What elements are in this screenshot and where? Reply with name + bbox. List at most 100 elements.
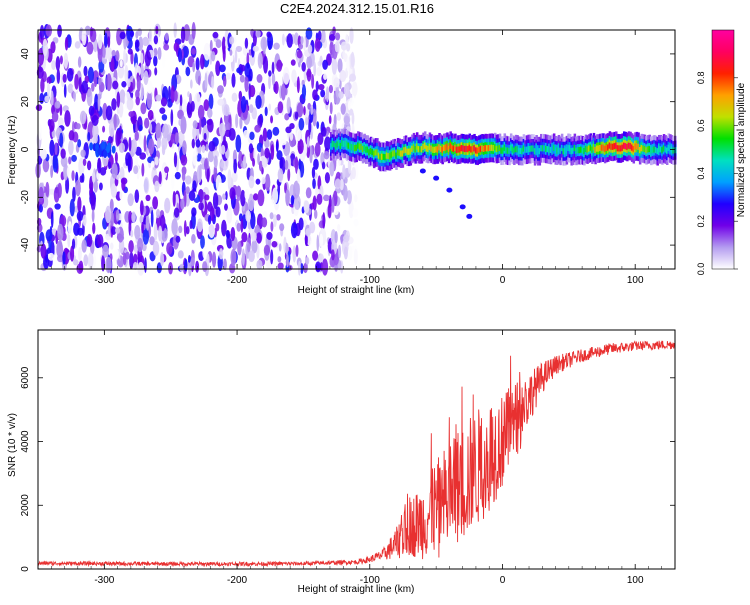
signal-cell	[611, 143, 615, 150]
noise-speck	[114, 152, 118, 164]
noise-speck	[328, 34, 336, 41]
noise-speck	[132, 78, 136, 90]
noise-speck	[191, 233, 196, 244]
signal-cell	[331, 140, 335, 147]
noise-speck	[166, 242, 173, 255]
noise-speck	[191, 207, 197, 217]
noise-speck	[327, 202, 332, 219]
signal-cell	[415, 143, 419, 150]
noise-speck	[221, 219, 227, 237]
noise-speck	[135, 31, 139, 39]
noise-speck	[91, 209, 95, 223]
noise-speck	[270, 221, 274, 232]
noise-speck	[191, 22, 196, 40]
noise-speck	[314, 142, 321, 157]
spectrogram-y-tick-label: 40	[20, 48, 31, 60]
noise-speck	[82, 214, 87, 227]
noise-speck	[240, 189, 246, 207]
noise-speck	[219, 161, 225, 169]
noise-speck	[152, 196, 159, 210]
noise-speck	[142, 227, 150, 245]
snr-x-tick-label: -100	[360, 575, 380, 586]
noise-speck	[320, 89, 326, 98]
noise-speck	[290, 222, 298, 239]
noise-speck	[343, 83, 350, 97]
noise-speck	[40, 243, 47, 259]
colorbar-tick-label: 0.4	[696, 167, 706, 180]
noise-speck	[144, 50, 151, 67]
noise-speck	[177, 130, 185, 145]
noise-speck	[245, 210, 252, 223]
noise-speck	[136, 75, 141, 93]
noise-speck	[75, 179, 81, 197]
noise-speck	[229, 36, 235, 45]
noise-speck	[97, 93, 101, 112]
noise-speck	[321, 161, 326, 170]
signal-cell	[654, 146, 658, 154]
signal-cell	[665, 147, 669, 154]
noise-speck	[105, 105, 113, 121]
noise-speck	[207, 150, 215, 163]
noise-speck	[78, 76, 82, 93]
signal-cell	[567, 144, 570, 151]
noise-speck	[250, 211, 256, 230]
noise-speck	[161, 51, 166, 68]
noise-speck	[354, 114, 359, 123]
noise-speck	[102, 45, 106, 59]
noise-speck	[310, 104, 314, 116]
snr-plot-area	[37, 340, 676, 568]
noise-speck	[201, 144, 206, 154]
noise-speck	[209, 39, 213, 52]
noise-speck	[121, 178, 126, 191]
noise-speck	[171, 218, 178, 236]
noise-speck	[79, 110, 87, 125]
spectrogram-y-tick-label: 0	[20, 146, 31, 152]
noise-speck	[226, 207, 233, 224]
signal-cell	[645, 147, 648, 154]
noise-speck	[202, 246, 207, 259]
signal-cell	[433, 146, 436, 153]
noise-speck	[316, 193, 323, 205]
noise-speck	[222, 75, 227, 88]
signal-cell	[658, 146, 661, 153]
noise-speck	[318, 83, 325, 91]
noise-speck	[184, 258, 188, 272]
noise-speck	[118, 142, 126, 153]
noise-speck	[296, 102, 304, 118]
signal-cell	[525, 146, 529, 153]
signal-cell	[501, 147, 505, 154]
noise-speck	[266, 129, 273, 140]
noise-speck	[81, 80, 89, 94]
signal-cell	[489, 144, 492, 152]
noise-speck	[340, 41, 348, 51]
noise-speck	[157, 225, 163, 242]
signal-cell	[613, 143, 616, 150]
signal-cell	[360, 143, 363, 150]
noise-speck	[177, 250, 184, 259]
signal-cell	[400, 150, 403, 157]
noise-speck	[202, 261, 208, 273]
noise-speck	[206, 253, 210, 267]
noise-speck	[289, 123, 295, 130]
noise-speck	[111, 49, 116, 57]
noise-speck	[203, 132, 207, 140]
noise-speck	[264, 106, 268, 117]
noise-speck	[111, 145, 116, 154]
noise-speck	[236, 185, 242, 197]
signal-cell	[493, 144, 497, 151]
signal-cell	[460, 145, 464, 152]
signal-cell	[352, 144, 355, 151]
noise-speck	[343, 115, 350, 125]
noise-speck	[37, 47, 45, 66]
noise-speck	[352, 208, 359, 218]
signal-cell	[642, 145, 645, 152]
signal-cell	[427, 145, 430, 153]
signal-cell	[627, 142, 631, 149]
signal-cell	[438, 144, 441, 151]
noise-speck	[235, 45, 243, 53]
signal-cell	[667, 144, 671, 151]
noise-speck	[119, 89, 126, 105]
noise-speck	[311, 166, 316, 179]
signal-cell	[662, 145, 666, 152]
signal-cell	[476, 147, 479, 154]
